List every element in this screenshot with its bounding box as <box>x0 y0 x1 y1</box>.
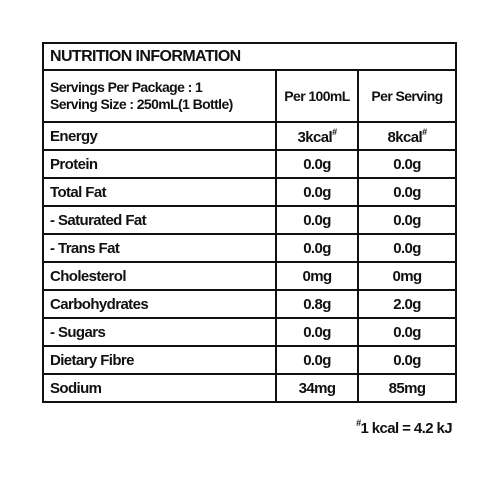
nutrient-value: 0.0g <box>275 345 359 375</box>
servings: Servings Per Package : 1 <box>50 79 203 95</box>
nutrient-value: 8kcal# <box>356 121 458 151</box>
nutrient-label: Total Fat <box>42 177 277 207</box>
value-text: 2.0g <box>393 295 421 313</box>
column-header: Per 100mL <box>275 69 359 123</box>
nutrient-row: - Saturated Fat 0.0g 0.0g <box>42 205 458 235</box>
value-text: 85mg <box>388 379 426 397</box>
nutrient-label: Energy <box>42 121 277 151</box>
value-text: 0.0g <box>303 323 331 341</box>
nutrient-value: 0.0g <box>275 149 359 179</box>
value-text: 0.0g <box>393 351 421 369</box>
value-text: 0.0g <box>393 323 421 341</box>
nutrient-row: Dietary Fibre 0.0g 0.0g <box>42 345 458 375</box>
nutrient-value: 0.8g <box>275 289 359 319</box>
value-text: 0.8g <box>303 295 331 313</box>
nutrient-row: - Sugars 0.0g 0.0g <box>42 317 458 347</box>
value-text: 0.0g <box>393 211 421 229</box>
nutrient-label: Cholesterol <box>42 261 277 291</box>
nutrient-value: 0.0g <box>356 177 458 207</box>
nutrient-value: 0.0g <box>356 345 458 375</box>
nutrient-label: Carbohydrates <box>42 289 277 319</box>
nutrient-row: Protein 0.0g 0.0g <box>42 149 458 179</box>
nutrient-value: 0.0g <box>356 317 458 347</box>
value-text: 0.0g <box>393 239 421 257</box>
footnote: #1 kcal = 4.2 kJ <box>356 418 453 437</box>
nutrient-label: - Sugars <box>42 317 277 347</box>
nutrient-value: 0.0g <box>275 177 359 207</box>
value-text: 0.0g <box>393 183 421 201</box>
nutrient-label: Sodium <box>42 373 277 403</box>
value-text: 0.0g <box>393 155 421 173</box>
value-text: 3kcal <box>297 128 333 146</box>
nutrient-value: 0.0g <box>356 149 458 179</box>
nutrient-row: Sodium 34mg 85mg <box>42 373 458 403</box>
nutrient-label: Protein <box>42 149 277 179</box>
value-text: 8kcal <box>387 128 423 146</box>
value-text: 0.0g <box>303 183 331 201</box>
nutrient-row: Total Fat 0.0g 0.0g <box>42 177 458 207</box>
nutrient-value: 0.0g <box>356 205 458 235</box>
nutrient-value: 85mg <box>356 373 458 403</box>
value-text: 0.0g <box>303 351 331 369</box>
nutrient-value: 0.0g <box>275 205 359 235</box>
value-note: # <box>332 126 337 137</box>
value-text: 0.0g <box>303 211 331 229</box>
nutrient-row: Carbohydrates 0.8g 2.0g <box>42 289 458 319</box>
footnote-mark: # <box>356 418 361 428</box>
nutrient-value: 3kcal# <box>275 121 359 151</box>
table-title: NUTRITION INFORMATION <box>41 42 458 71</box>
serving-size: Serving Size : 250mL(1 Bottle) <box>50 96 233 112</box>
column-header: Per Serving <box>356 69 458 123</box>
nutrient-label: - Trans Fat <box>42 233 277 263</box>
value-note: # <box>422 126 427 137</box>
nutrient-value: 2.0g <box>356 289 458 319</box>
value-text: 0.0g <box>303 155 331 173</box>
nutrient-value: 34mg <box>275 373 359 403</box>
value-text: 0mg <box>392 267 422 285</box>
value-text: 34mg <box>298 379 336 397</box>
value-text: 0mg <box>302 267 332 285</box>
nutrient-label: Dietary Fibre <box>42 345 277 375</box>
value-text: 0.0g <box>303 239 331 257</box>
nutrient-value: 0mg <box>356 261 458 291</box>
nutrient-value: 0.0g <box>275 317 359 347</box>
servings-cell: Servings Per Package : 1 Serving Size : … <box>42 69 277 123</box>
nutrient-value: 0.0g <box>275 233 359 263</box>
nutrient-label: - Saturated Fat <box>42 205 277 235</box>
nutrient-row: Energy 3kcal# 8kcal# <box>42 121 458 151</box>
nutrient-value: 0mg <box>275 261 359 291</box>
nutrient-row: Cholesterol 0mg 0mg <box>42 261 458 291</box>
footnote-text: 1 kcal = 4.2 kJ <box>360 420 452 437</box>
nutrient-value: 0.0g <box>356 233 458 263</box>
nutrient-row: - Trans Fat 0.0g 0.0g <box>42 233 458 263</box>
nutrition-table: NUTRITION INFORMATION Servings Per Packa… <box>41 42 458 403</box>
